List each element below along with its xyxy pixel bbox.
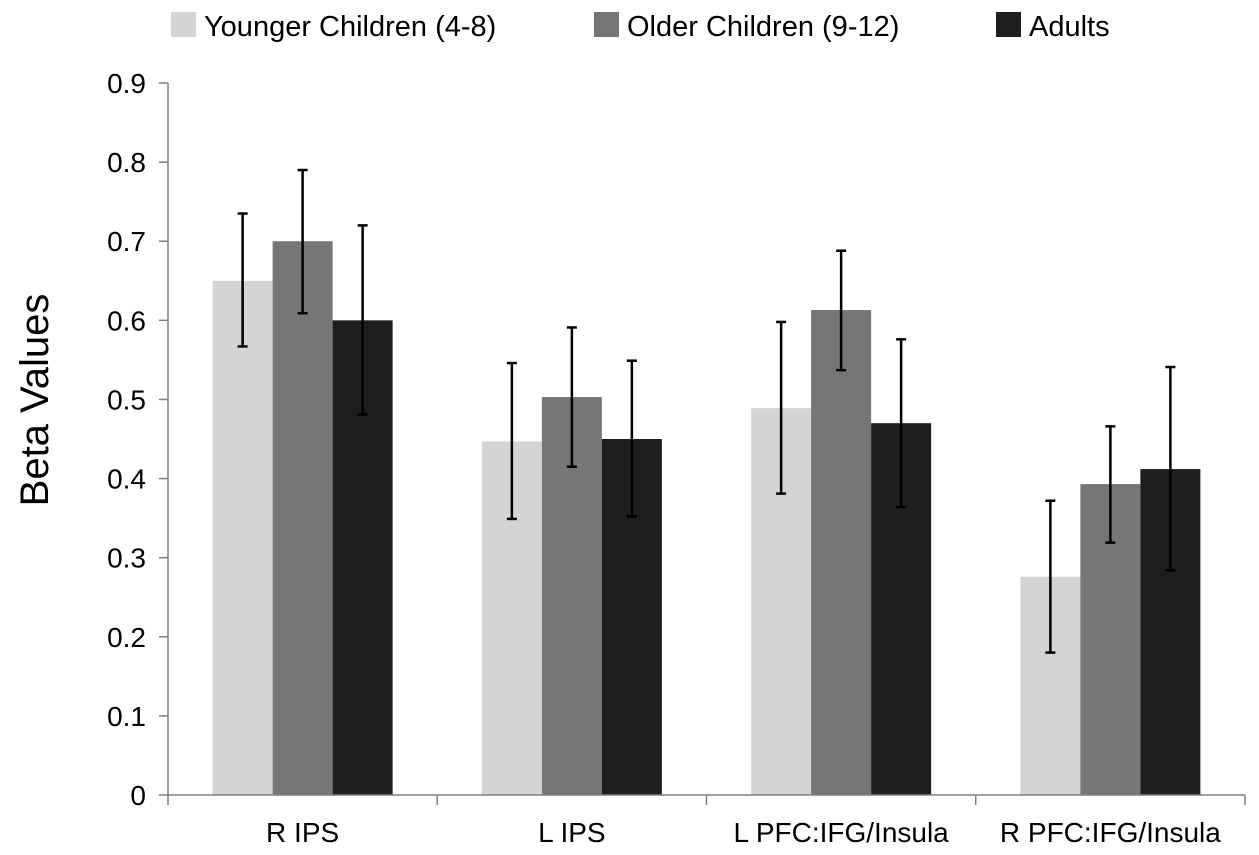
bars	[212, 241, 1201, 795]
y-tick-label: 0.6	[107, 305, 146, 336]
legend-label: Younger Children (4-8)	[204, 11, 496, 43]
y-tick-label: 0.7	[107, 226, 146, 257]
legend-label: Older Children (9-12)	[627, 11, 899, 43]
y-tick-label: 0.2	[107, 622, 146, 653]
x-tick-label: L IPS	[538, 817, 605, 848]
y-tick-label: 0.3	[107, 543, 146, 574]
y-tick-label: 0.1	[107, 701, 146, 732]
y-tick-label: 0.4	[107, 464, 146, 495]
legend-label: Adults	[1029, 11, 1110, 43]
x-axis: R IPS L IPS L PFC:IFG/Insula R PFC:IFG/Insu…	[167, 794, 1246, 848]
y-axis-label: Beta Values	[13, 294, 57, 507]
legend: Younger Children (4-8) Older Children (9-…	[171, 11, 1110, 43]
x-tick-label: R PFC:IFG/Insula	[1000, 817, 1221, 848]
y-tick-label: 0.5	[107, 384, 146, 415]
x-tick-label: L PFC:IFG/Insula	[734, 817, 950, 848]
legend-swatch	[996, 12, 1021, 37]
bar	[272, 241, 333, 795]
y-tick-label: 0.9	[107, 68, 146, 99]
bar	[811, 310, 872, 795]
x-tick-label: R IPS	[266, 817, 339, 848]
bar	[212, 280, 273, 795]
error-bars	[237, 168, 1176, 654]
y-axis: 0 0.1 0.2 0.3 0.4 0.5 0.6 0.7 0.8 0.9	[107, 68, 169, 811]
legend-swatch	[171, 12, 196, 37]
legend-swatch	[594, 12, 619, 37]
y-tick-label: 0	[130, 780, 146, 811]
y-tick-label: 0.8	[107, 147, 146, 178]
